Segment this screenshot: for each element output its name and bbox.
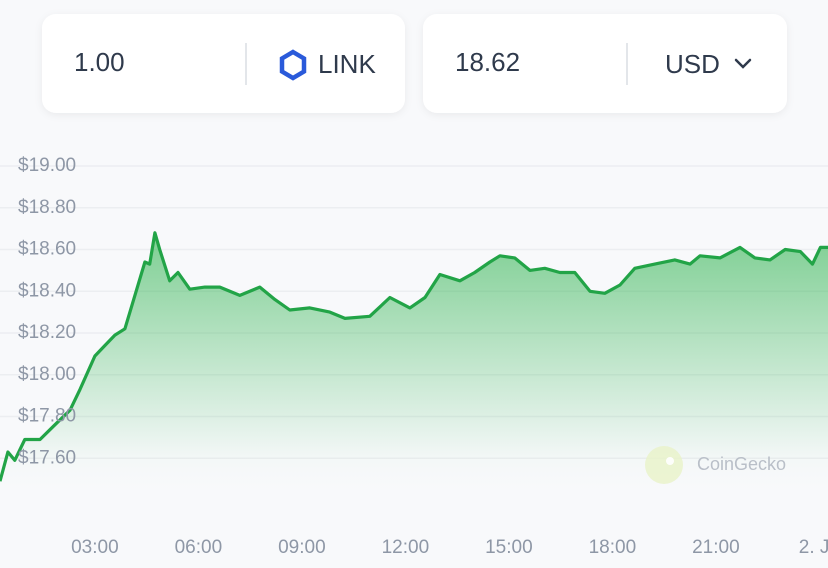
- x-tick-label: 03:00: [71, 537, 119, 558]
- amount-card[interactable]: [42, 14, 405, 113]
- amount-input[interactable]: 1.00: [74, 47, 125, 77]
- price-line: [0, 231, 828, 482]
- y-tick-label: $18.40: [18, 280, 76, 301]
- converted-input[interactable]: 18.62: [455, 47, 520, 77]
- price-area: [0, 232, 828, 501]
- currency-select[interactable]: USD: [665, 49, 720, 79]
- watermark-logo: [645, 446, 683, 484]
- y-tick-label: $19.00: [18, 155, 76, 176]
- link-icon: [279, 49, 307, 81]
- x-tick-label: 09:00: [278, 537, 326, 558]
- x-tick-label: 15:00: [485, 537, 533, 558]
- y-tick-label: $18.20: [18, 322, 76, 343]
- x-tick-label: 12:00: [382, 537, 430, 558]
- x-tick-label: 06:00: [175, 537, 223, 558]
- x-tick-label: 21:00: [692, 537, 740, 558]
- watermark: CoinGecko: [697, 454, 786, 474]
- y-tick-label: $17.80: [18, 406, 76, 427]
- chevron-down[interactable]: [734, 58, 752, 69]
- y-tick-label: $18.80: [18, 197, 76, 218]
- converted-card[interactable]: [423, 14, 787, 113]
- y-tick-label: $17.60: [18, 447, 76, 468]
- y-tick-label: $18.00: [18, 364, 76, 385]
- x-tick-label: 2. Ju: [799, 537, 828, 558]
- watermark-logo-eye: [666, 457, 674, 465]
- coin-label: LINK: [318, 49, 376, 79]
- x-tick-label: 18:00: [589, 537, 637, 558]
- y-tick-label: $18.60: [18, 239, 76, 260]
